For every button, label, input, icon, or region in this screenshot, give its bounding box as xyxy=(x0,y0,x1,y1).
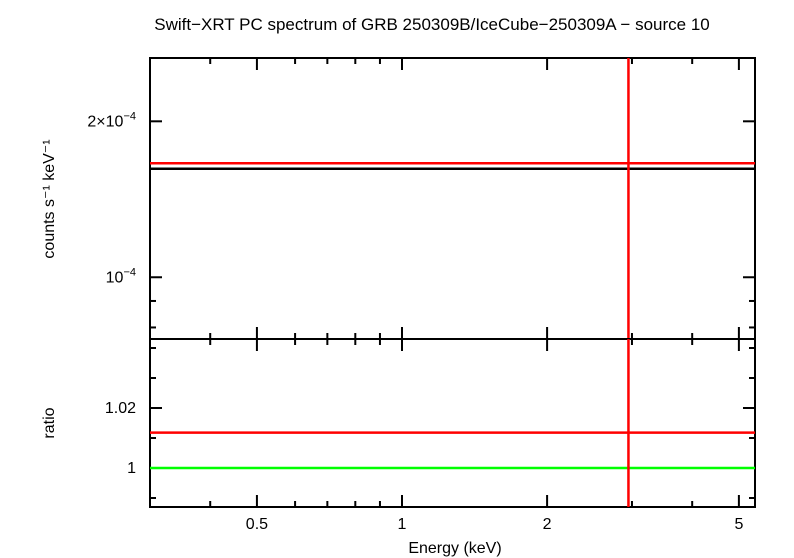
bottom-panel-frame xyxy=(149,338,756,508)
bottom-y-tick-label: 1.02 xyxy=(105,400,136,417)
top-panel: 2×10−410−4 counts s⁻¹ keV⁻¹ xyxy=(41,57,756,340)
chart-title: Swift−XRT PC spectrum of GRB 250309B/Ice… xyxy=(154,15,710,34)
bottom-y-axis-label: ratio xyxy=(41,407,58,438)
x-axis-label: Energy (keV) xyxy=(408,540,501,557)
top-y-tick-label-base: 10 xyxy=(106,269,124,286)
top-y-tick-label-exponent: −4 xyxy=(123,266,136,278)
x-tick-label: 1 xyxy=(398,516,407,533)
x-tick-label: 5 xyxy=(734,516,743,533)
x-tick-label: 0.5 xyxy=(246,516,268,533)
bottom-panel-content: 1.02 1 xyxy=(105,339,755,507)
bottom-y-tick-label: 1 xyxy=(127,460,136,477)
x-axis: 0.5 1 2 5 xyxy=(246,516,744,533)
top-y-axis-label: counts s⁻¹ keV⁻¹ xyxy=(41,139,58,258)
top-y-tick-label-base: 2×10 xyxy=(87,113,123,130)
top-panel-frame xyxy=(149,57,756,340)
top-y-tick-label: 2×10−4 xyxy=(87,110,136,130)
bottom-panel: 1.02 1 ratio xyxy=(41,338,756,508)
top-y-tick-label-exponent: −4 xyxy=(123,110,136,122)
top-y-tick-label: 10−4 xyxy=(106,266,136,286)
x-tick-label: 2 xyxy=(543,516,552,533)
top-panel-content: 2×10−410−4 xyxy=(87,58,755,339)
